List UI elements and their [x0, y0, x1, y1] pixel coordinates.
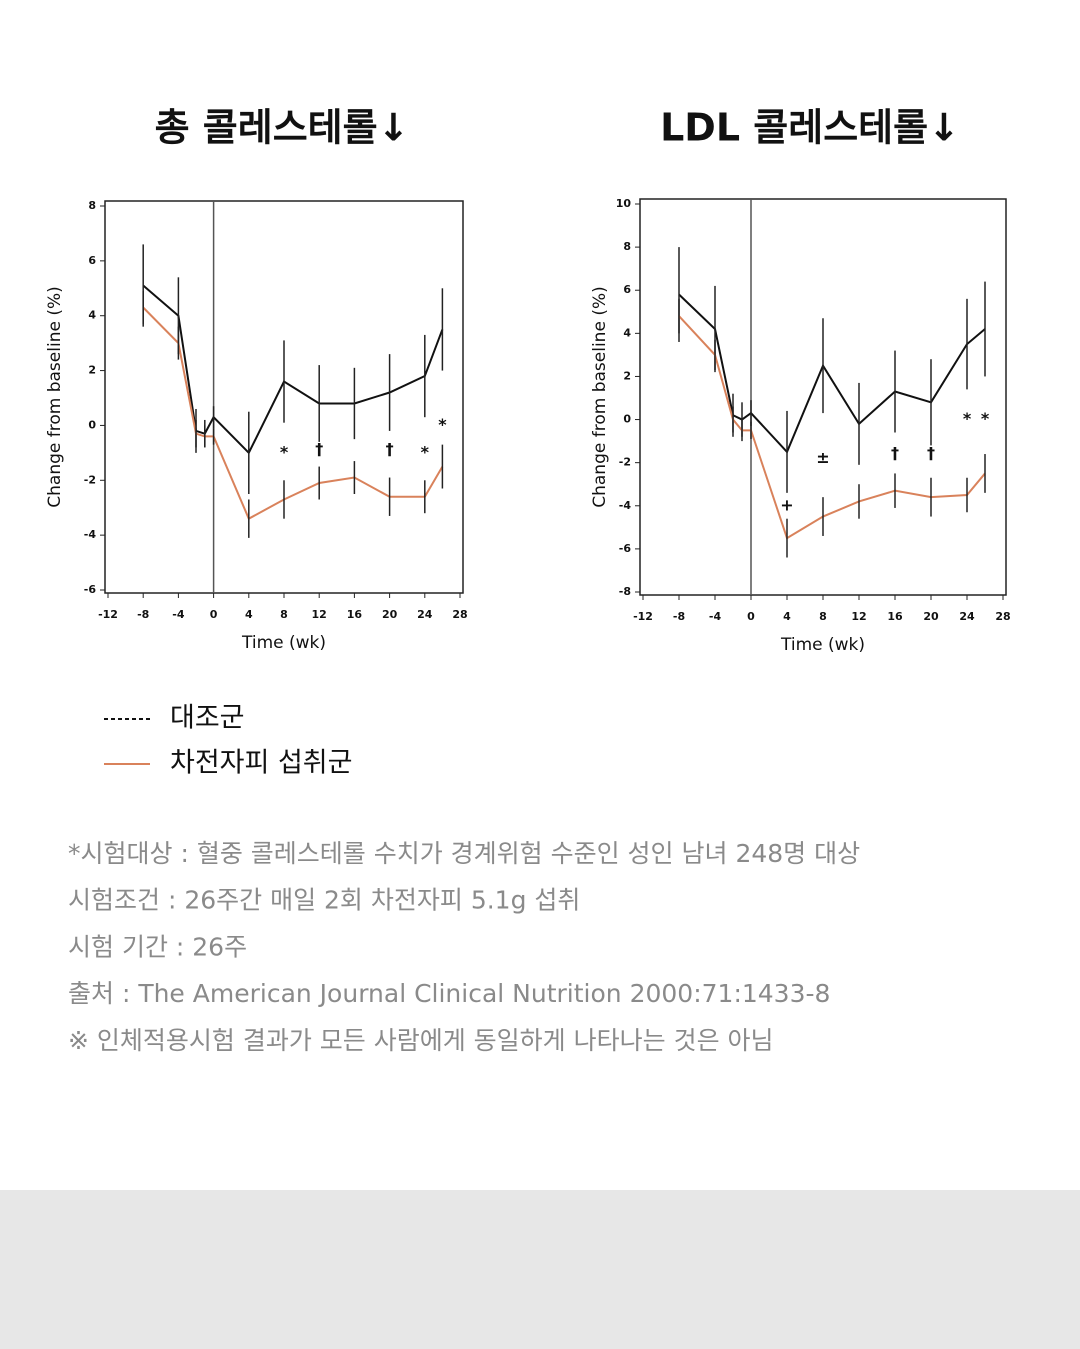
x-tick-label: -8	[673, 610, 685, 623]
x-tick-label: 24	[959, 610, 975, 623]
annotation: ±	[816, 448, 829, 467]
legend-label: 대조군	[170, 703, 245, 734]
x-tick-label: 16	[347, 608, 363, 621]
x-tick-label: -4	[172, 608, 185, 621]
y-tick-label: 0	[623, 413, 631, 426]
y-tick-label: -4	[619, 499, 632, 512]
y-tick-label: 10	[616, 197, 632, 210]
annotation: +	[780, 495, 793, 514]
annotation: †	[315, 440, 323, 459]
x-axis-label: Time (wk)	[241, 633, 326, 653]
x-tick-label: 8	[819, 610, 827, 623]
y-axis-label: Change from baseline (%)	[590, 286, 610, 507]
y-tick-label: -8	[619, 585, 631, 598]
y-tick-label: 8	[88, 199, 96, 212]
footnote: ※ 인체적용시험 결과가 모든 사람에게 동일하게 나타나는 것은 아님	[68, 1026, 774, 1055]
y-tick-label: 2	[88, 364, 96, 377]
x-tick-label: -8	[137, 608, 149, 621]
annotation: †	[927, 444, 935, 463]
series-line	[678, 293, 986, 454]
x-tick-label: 20	[382, 608, 398, 621]
footnote: 시험조건 : 26주간 매일 2회 차전자피 5.1g 섭취	[68, 886, 580, 915]
annotation: *	[438, 415, 447, 434]
footnote: *시험대상 : 혈중 콜레스테롤 수치가 경계위험 수준인 성인 남녀 248명…	[68, 839, 860, 868]
y-tick-label: -2	[84, 473, 96, 486]
footnote: 시험 기간 : 26주	[68, 932, 247, 961]
y-tick-label: 4	[88, 309, 96, 322]
y-tick-label: -4	[84, 528, 97, 541]
annotation: *	[421, 442, 430, 461]
x-tick-label: 28	[995, 610, 1010, 623]
x-tick-label: 12	[851, 610, 866, 623]
x-tick-label: 16	[887, 610, 903, 623]
y-tick-label: -2	[619, 456, 631, 469]
y-tick-label: 4	[623, 326, 631, 339]
legend-label: 차전자피 섭취군	[170, 748, 352, 779]
y-tick-label: 8	[623, 240, 631, 253]
x-tick-label: 4	[783, 610, 791, 623]
x-tick-label: 20	[923, 610, 939, 623]
x-tick-label: -12	[633, 610, 653, 623]
y-tick-label: 0	[88, 418, 96, 431]
annotation: *	[981, 409, 990, 428]
series-line	[142, 306, 444, 521]
chart-title: 총 콜레스테롤↓	[155, 106, 410, 150]
annotation: †	[386, 440, 394, 459]
x-tick-label: 0	[747, 610, 755, 623]
y-tick-label: 2	[623, 369, 631, 382]
series-line	[142, 284, 444, 455]
chart-title: LDL 콜레스테롤↓	[660, 106, 960, 150]
y-tick-label: 6	[623, 283, 631, 296]
bottom-band	[0, 1190, 1080, 1349]
annotation: †	[891, 444, 899, 463]
x-tick-label: 24	[417, 608, 433, 621]
annotation: *	[963, 409, 972, 428]
x-tick-label: 28	[452, 608, 467, 621]
x-tick-label: -12	[98, 608, 118, 621]
x-tick-label: -4	[709, 610, 722, 623]
y-tick-label: -6	[84, 583, 97, 596]
annotation: *	[280, 442, 289, 461]
x-tick-label: 4	[245, 608, 253, 621]
footnote: 출처 : The American Journal Clinical Nutri…	[68, 979, 830, 1008]
series-line	[678, 315, 986, 540]
x-axis-label: Time (wk)	[780, 635, 865, 655]
y-tick-label: 6	[88, 254, 96, 267]
x-tick-label: 0	[210, 608, 218, 621]
y-tick-label: -6	[619, 542, 632, 555]
x-tick-label: 8	[280, 608, 288, 621]
y-axis-label: Change from baseline (%)	[45, 286, 65, 507]
x-tick-label: 12	[312, 608, 327, 621]
